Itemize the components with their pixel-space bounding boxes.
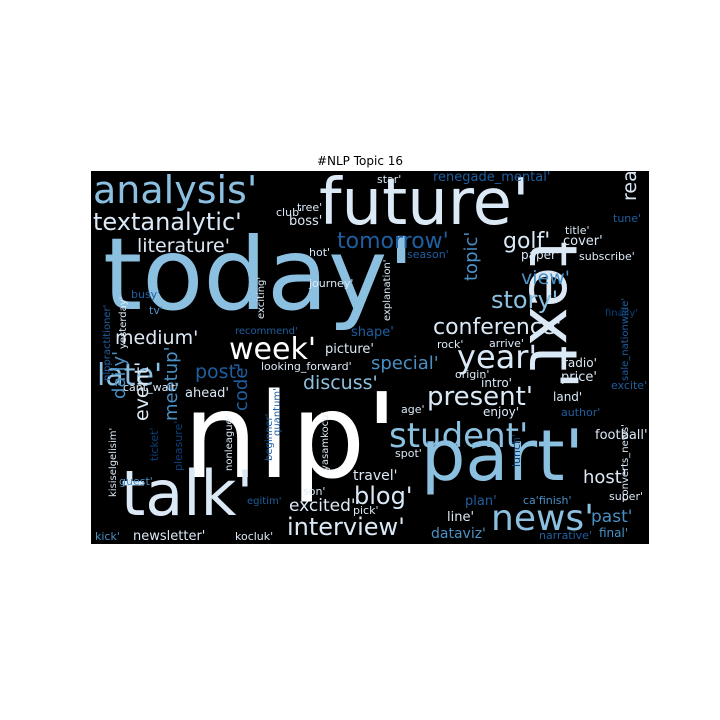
- cloud-word: journey': [309, 277, 354, 290]
- cloud-word: pick': [353, 504, 379, 517]
- word-cloud-panel: today' nlp' future' text' part' talk' analysis…: [91, 171, 649, 544]
- cloud-word: newsletter': [133, 529, 206, 544]
- cloud-word: cover': [563, 234, 603, 249]
- cloud-word: tune': [613, 212, 642, 225]
- cloud-word: nonleague': [224, 415, 235, 471]
- cloud-word: yesterday': [118, 296, 129, 349]
- cloud-word: today': [103, 216, 415, 333]
- cloud-word: origin': [455, 368, 490, 381]
- cloud-word: exciting': [256, 276, 267, 319]
- cloud-word: hot': [309, 246, 331, 259]
- cloud-word: nlppractitioner': [102, 304, 113, 381]
- cloud-word: finally': [605, 308, 638, 319]
- cloud-word: ahead': [185, 386, 229, 401]
- cloud-word: interview': [287, 513, 405, 541]
- cloud-word: age': [401, 403, 425, 416]
- cloud-word: week': [229, 332, 317, 367]
- chart-title: #NLP Topic 16: [316, 154, 404, 168]
- cloud-word: kick': [95, 530, 120, 543]
- cloud-word: shape': [351, 325, 394, 340]
- cloud-word: ca'finish': [523, 494, 572, 507]
- cloud-word: student': [389, 416, 529, 456]
- cloud-word: code': [231, 362, 252, 411]
- cloud-word: recommend': [235, 326, 298, 337]
- cloud-word: dataviz': [431, 526, 486, 542]
- cloud-word: tree': [297, 201, 323, 214]
- cloud-word: late': [97, 358, 163, 393]
- cloud-word: conference': [433, 315, 562, 340]
- cloud-word: textanalytic': [93, 208, 242, 236]
- cloud-word: club': [276, 206, 303, 219]
- cloud-word: busy': [131, 288, 161, 301]
- cloud-word: line': [447, 510, 475, 525]
- cloud-word: price': [561, 370, 597, 385]
- cloud-word: super': [609, 490, 643, 503]
- cloud-word: medium': [115, 327, 199, 349]
- cloud-word: rock': [437, 338, 464, 351]
- cloud-word: discuss': [303, 372, 378, 394]
- cloud-word: nlp': [183, 367, 398, 505]
- cloud-word: yasamkocu': [320, 411, 331, 471]
- cloud-word: enjoy': [483, 405, 520, 419]
- cloud-word: looking_forward': [261, 360, 352, 373]
- cloud-word: intro': [481, 376, 512, 390]
- cloud-word: star': [377, 173, 402, 186]
- cloud-word: title': [565, 224, 590, 237]
- cloud-word: past': [591, 507, 633, 527]
- cloud-word: news': [491, 498, 595, 539]
- cloud-word: future': [319, 171, 530, 240]
- cloud-word: arrive': [489, 337, 524, 350]
- cloud-word: renegade_mental': [433, 171, 551, 185]
- cloud-word: ready': [619, 171, 641, 201]
- cloud-word: land': [553, 390, 583, 404]
- cloud-word: son': [303, 485, 326, 498]
- cloud-word: special': [371, 353, 439, 374]
- cloud-word: final': [599, 526, 629, 540]
- cloud-word: egitim': [247, 496, 282, 507]
- cloud-word: guest': [119, 475, 153, 488]
- cloud-word: cant_wait': [123, 381, 179, 394]
- cloud-word: plan': [465, 494, 497, 509]
- cloud-word: subscribe': [579, 250, 635, 263]
- cloud-word: picture': [325, 342, 374, 357]
- cloud-word: golf': [503, 229, 551, 254]
- cloud-word: host': [583, 467, 627, 488]
- cloud-word: story': [491, 286, 559, 314]
- cloud-word: present': [427, 382, 533, 412]
- cloud-word: narrative': [539, 529, 592, 542]
- cloud-word: blog': [354, 482, 413, 510]
- cloud-word: paper': [521, 248, 560, 262]
- cloud-word: football': [595, 428, 648, 443]
- cloud-word: post': [195, 361, 242, 383]
- cloud-word: view': [521, 267, 570, 289]
- cloud-word: season': [407, 248, 449, 261]
- cloud-word: pleasure': [172, 420, 185, 471]
- cloud-word: kisiselgelisim': [108, 427, 119, 497]
- cloud-word: analysis': [93, 171, 258, 212]
- cloud-word: author': [561, 406, 601, 419]
- cloud-word: year': [457, 338, 538, 376]
- cloud-word: literature': [137, 235, 230, 257]
- cloud-word: lunch': [510, 433, 523, 467]
- cloud-word: converts_news': [620, 424, 631, 501]
- cloud-word: quantum': [272, 388, 283, 436]
- cloud-word: travel': [353, 468, 398, 484]
- cloud-word: topic': [461, 231, 482, 281]
- cloud-word: excite': [611, 379, 648, 392]
- cloud-word: excited': [289, 496, 356, 516]
- cloud-word: tomorrow': [337, 229, 449, 254]
- cloud-word: tv': [149, 304, 163, 317]
- cloud-word: ticket': [148, 427, 161, 462]
- cloud-word: talk': [121, 457, 254, 530]
- cloud-word: explanation': [382, 259, 393, 321]
- cloud-word: radio': [563, 356, 597, 370]
- cloud-word: spot': [395, 447, 422, 460]
- cloud-word: boss': [289, 214, 323, 229]
- cloud-word: part': [421, 415, 584, 497]
- cloud-word: kocluk': [235, 530, 274, 543]
